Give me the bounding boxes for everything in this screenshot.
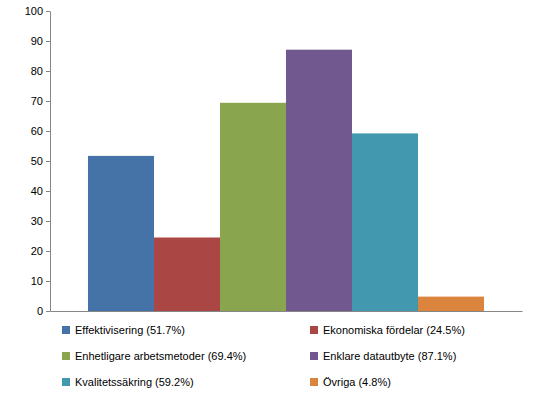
legend-swatch <box>62 378 70 386</box>
y-tick-mark <box>46 101 50 102</box>
y-tick-label: 80 <box>31 65 43 77</box>
y-tick-mark <box>46 191 50 192</box>
y-tick-label: 100 <box>25 5 43 17</box>
y-tick: 80 <box>31 65 50 77</box>
legend-label: Effektivisering (51.7%) <box>75 324 185 336</box>
legend-swatch <box>310 378 318 386</box>
bar <box>154 238 220 312</box>
y-tick: 60 <box>31 125 50 137</box>
y-tick-label: 90 <box>31 35 43 47</box>
y-tick: 40 <box>31 185 50 197</box>
y-axis: 0 10 20 30 40 50 60 70 80 90 100 <box>25 5 51 317</box>
y-tick-mark <box>46 311 50 312</box>
y-tick-label: 50 <box>31 155 43 167</box>
y-tick: 10 <box>31 275 50 287</box>
y-tick: 90 <box>31 35 50 47</box>
legend-label: Ekonomiska fördelar (24.5%) <box>323 324 465 336</box>
legend-item: Kvalitetssäkring (59.2%) <box>62 376 194 388</box>
legend-swatch <box>62 326 70 334</box>
y-axis-line <box>50 12 51 312</box>
bar <box>220 103 286 311</box>
legend-label: Enhetligare arbetsmetoder (69.4%) <box>75 350 246 362</box>
legend-label: Kvalitetssäkring (59.2%) <box>75 376 194 388</box>
y-tick: 100 <box>25 5 50 17</box>
legend-item: Effektivisering (51.7%) <box>62 324 185 336</box>
y-tick-label: 70 <box>31 95 43 107</box>
bars <box>88 50 484 311</box>
y-tick-label: 0 <box>37 305 43 317</box>
y-tick-mark <box>46 161 50 162</box>
y-tick-mark <box>46 71 50 72</box>
legend-swatch <box>310 326 318 334</box>
legend-swatch <box>310 352 318 360</box>
legend-label: Enklare datautbyte (87.1%) <box>323 350 456 362</box>
chart: 0 10 20 30 40 50 60 70 80 90 100 Effektivisering (5… <box>0 0 546 406</box>
y-tick-mark <box>46 221 50 222</box>
y-tick: 50 <box>31 155 50 167</box>
y-tick: 20 <box>31 245 50 257</box>
bar <box>286 50 352 311</box>
legend-item: Övriga (4.8%) <box>310 376 391 388</box>
legend: Effektivisering (51.7%) Ekonomiska fördel… <box>62 324 465 388</box>
bar <box>352 133 418 311</box>
y-tick-mark <box>46 131 50 132</box>
y-tick: 0 <box>37 305 50 317</box>
y-tick-mark <box>46 251 50 252</box>
y-tick-label: 20 <box>31 245 43 257</box>
y-tick-label: 60 <box>31 125 43 137</box>
legend-item: Enhetligare arbetsmetoder (69.4%) <box>62 350 246 362</box>
legend-item: Ekonomiska fördelar (24.5%) <box>310 324 465 336</box>
y-tick-mark <box>46 41 50 42</box>
legend-item: Enklare datautbyte (87.1%) <box>310 350 456 362</box>
legend-label: Övriga (4.8%) <box>323 376 391 388</box>
y-tick-label: 30 <box>31 215 43 227</box>
legend-swatch <box>62 352 70 360</box>
x-axis <box>51 311 523 313</box>
bar <box>418 297 484 311</box>
y-tick: 30 <box>31 215 50 227</box>
y-tick-label: 40 <box>31 185 43 197</box>
y-tick-mark <box>46 11 50 12</box>
bar <box>88 156 154 311</box>
y-tick-mark <box>46 281 50 282</box>
y-tick: 70 <box>31 95 50 107</box>
x-axis-line <box>51 311 523 312</box>
y-tick-label: 10 <box>31 275 43 287</box>
